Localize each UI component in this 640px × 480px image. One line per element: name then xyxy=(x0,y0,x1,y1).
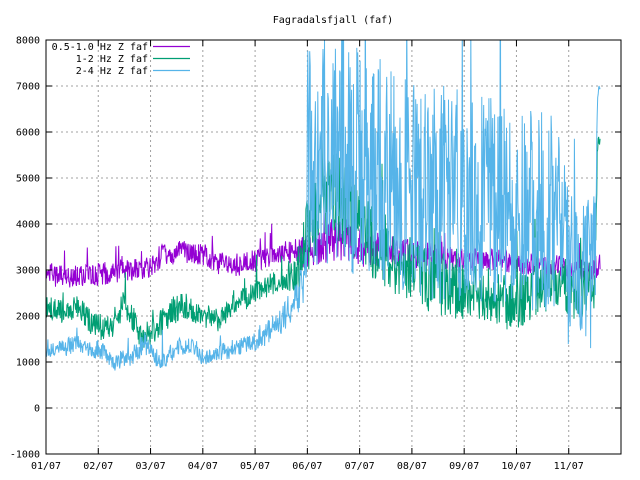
legend-label: 1-2 Hz Z faf xyxy=(76,54,148,65)
x-tick-label: 01/07 xyxy=(31,461,61,472)
y-tick-labels: -1000 0 1000 2000 3000 4000 5000 6000 7000 8000 xyxy=(10,36,40,461)
tick-marks xyxy=(45,39,621,455)
y-tick-label: 6000 xyxy=(16,128,40,139)
plot-area xyxy=(46,40,601,371)
legend-label: 0.5-1.0 Hz Z faf xyxy=(52,42,148,53)
plot-frame xyxy=(45,39,622,455)
x-tick-label: 03/07 xyxy=(135,461,165,472)
y-tick-label: 4000 xyxy=(16,220,40,231)
series-line xyxy=(46,40,601,371)
x-tick-label: 05/07 xyxy=(240,461,270,472)
series-path xyxy=(46,40,601,371)
x-tick-labels: 01/07 02/07 03/07 04/07 05/07 06/07 07/07 08/07… xyxy=(31,461,584,472)
chart-title: Fagradalsfjall (faf) xyxy=(273,15,393,26)
x-tick-label: 11/07 xyxy=(554,461,584,472)
y-tick-label: 7000 xyxy=(16,82,40,93)
x-tick-label: 02/07 xyxy=(83,461,113,472)
y-tick-label: 0 xyxy=(34,404,40,415)
y-tick-label: 5000 xyxy=(16,174,40,185)
x-tick-label: 08/07 xyxy=(397,461,427,472)
y-tick-label: 8000 xyxy=(16,36,40,47)
y-tick-label: -1000 xyxy=(10,450,40,461)
x-tick-label: 10/07 xyxy=(501,461,531,472)
x-tick-label: 06/07 xyxy=(292,461,322,472)
x-tick-label: 07/07 xyxy=(345,461,375,472)
series-line xyxy=(46,203,601,288)
series-path xyxy=(46,136,601,348)
series-line xyxy=(46,136,601,348)
legend-label: 2-4 Hz Z faf xyxy=(76,66,148,77)
y-tick-label: 1000 xyxy=(16,358,40,369)
x-tick-label: 04/07 xyxy=(188,461,218,472)
series-path xyxy=(46,203,601,288)
y-tick-label: 3000 xyxy=(16,266,40,277)
x-tick-label: 09/07 xyxy=(449,461,479,472)
y-tick-label: 2000 xyxy=(16,312,40,323)
